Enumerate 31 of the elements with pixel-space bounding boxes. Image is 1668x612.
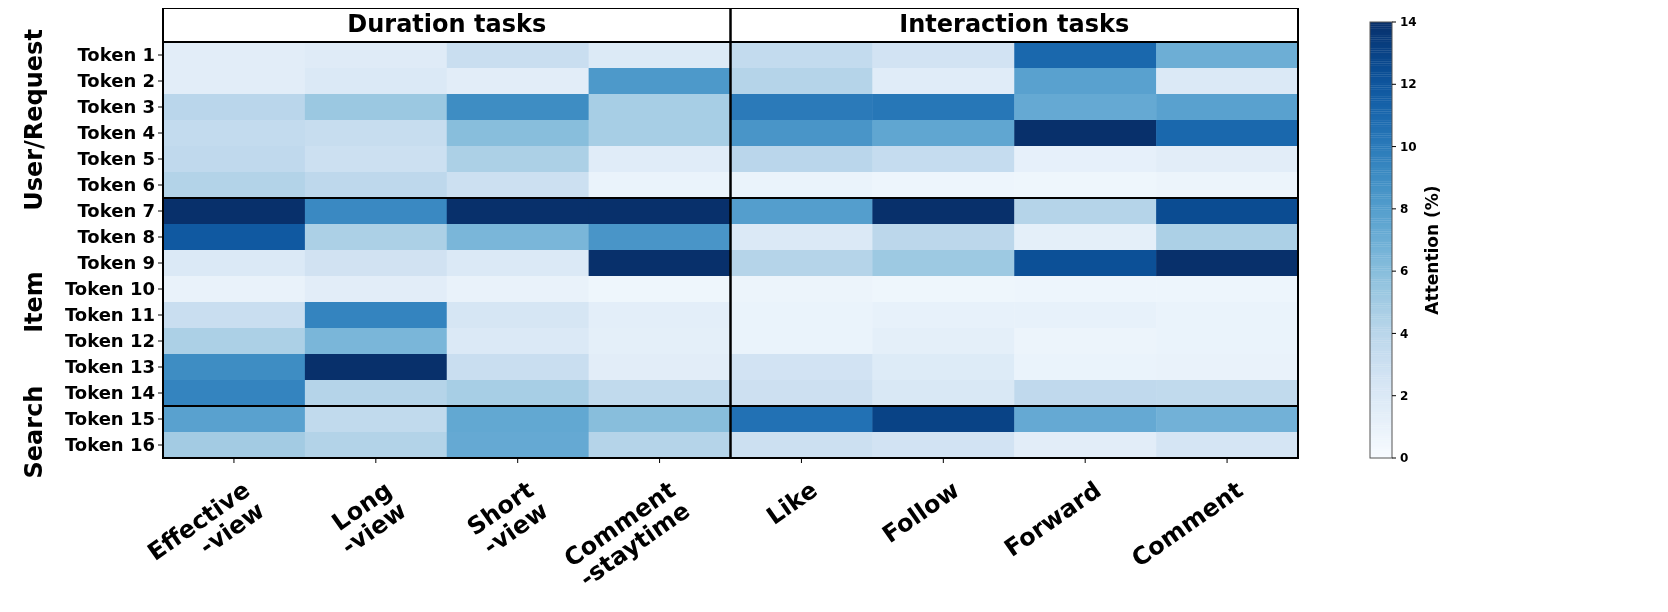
color-bar-title: Attention (%)	[1422, 185, 1442, 315]
text: Search	[20, 385, 48, 479]
color-bar-label: 4	[1400, 326, 1409, 341]
y-tick-label: Token 8	[77, 226, 155, 248]
text: Item	[20, 271, 48, 333]
y-tick-label: Token 13	[64, 356, 155, 378]
color-bar-label: 14	[1400, 15, 1417, 30]
text: User/Request	[20, 29, 48, 211]
y-tick-label: Token 15	[64, 408, 155, 430]
y-tick-label: Token 6	[77, 174, 155, 196]
color-bar-label: 6	[1400, 264, 1409, 279]
y-tick-label: Token 5	[77, 148, 155, 170]
y-tick-label: Token 10	[64, 278, 155, 300]
y-tick-label: Token 9	[77, 252, 155, 274]
y-tick-label: Token 16	[64, 434, 155, 456]
y-tick-label: Token 12	[64, 330, 155, 352]
y-tick-label: Token 1	[77, 44, 155, 66]
color-bar-label: 10	[1400, 139, 1417, 154]
y-tick-label: Token 4	[77, 122, 155, 144]
color-bar-label: 8	[1400, 202, 1409, 217]
color-bar-label: 2	[1400, 388, 1409, 403]
y-tick-label: Token 11	[64, 304, 155, 326]
y-tick-label: Token 7	[77, 200, 155, 222]
x-tick-label: Like	[761, 475, 823, 531]
text: Interaction tasks	[899, 10, 1130, 38]
y-tick-label: Token 3	[77, 96, 155, 118]
text: Duration tasks	[347, 10, 547, 38]
color-bar-label: 12	[1400, 77, 1417, 92]
y-tick-label: Token 2	[77, 70, 155, 92]
y-tick-label: Token 14	[64, 382, 155, 404]
color-bar-label: 0	[1400, 451, 1409, 466]
